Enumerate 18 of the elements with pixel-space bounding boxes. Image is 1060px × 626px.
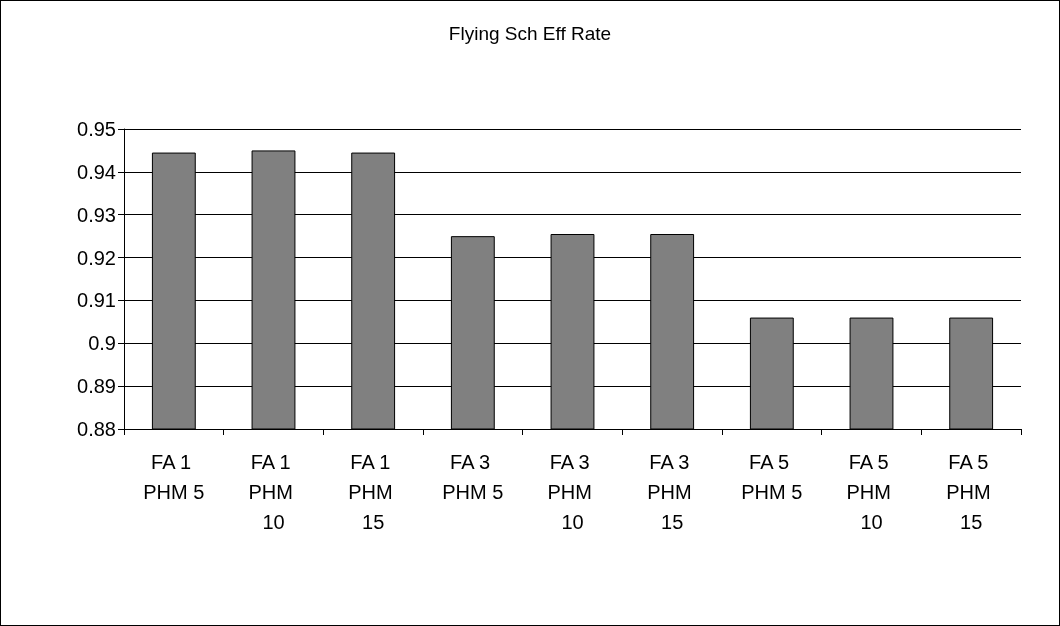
- x-tick-label: FA 1 PHM 15: [348, 451, 399, 533]
- x-tick-label: FA 1 PHM 5: [143, 451, 205, 503]
- y-tick-label: 0.89: [77, 375, 116, 398]
- y-tick-label: 0.95: [77, 118, 116, 140]
- y-tick-label: 0.94: [77, 160, 116, 183]
- x-tick-label: FA 3 PHM 10: [547, 451, 598, 533]
- x-tick-label: FA 3 PHM 5: [442, 451, 504, 503]
- x-tick-label: FA 3 PHM 15: [647, 451, 698, 533]
- y-tick-label: 0.93: [77, 203, 116, 226]
- y-tick-label: 0.88: [77, 418, 116, 440]
- x-tick-label: FA 5 PHM 5: [741, 451, 803, 503]
- x-tick-label: FA 5 PHM 10: [846, 451, 897, 533]
- y-tick-label: 0.91: [77, 289, 116, 312]
- x-tick-label: FA 5 PHM 15: [946, 451, 997, 533]
- x-tick-label: FA 1 PHM 10: [248, 451, 299, 533]
- y-tick-label: 0.9: [88, 332, 116, 355]
- y-tick-label: 0.92: [77, 246, 116, 269]
- chart-title: Flying Sch Eff Rate: [448, 23, 612, 44]
